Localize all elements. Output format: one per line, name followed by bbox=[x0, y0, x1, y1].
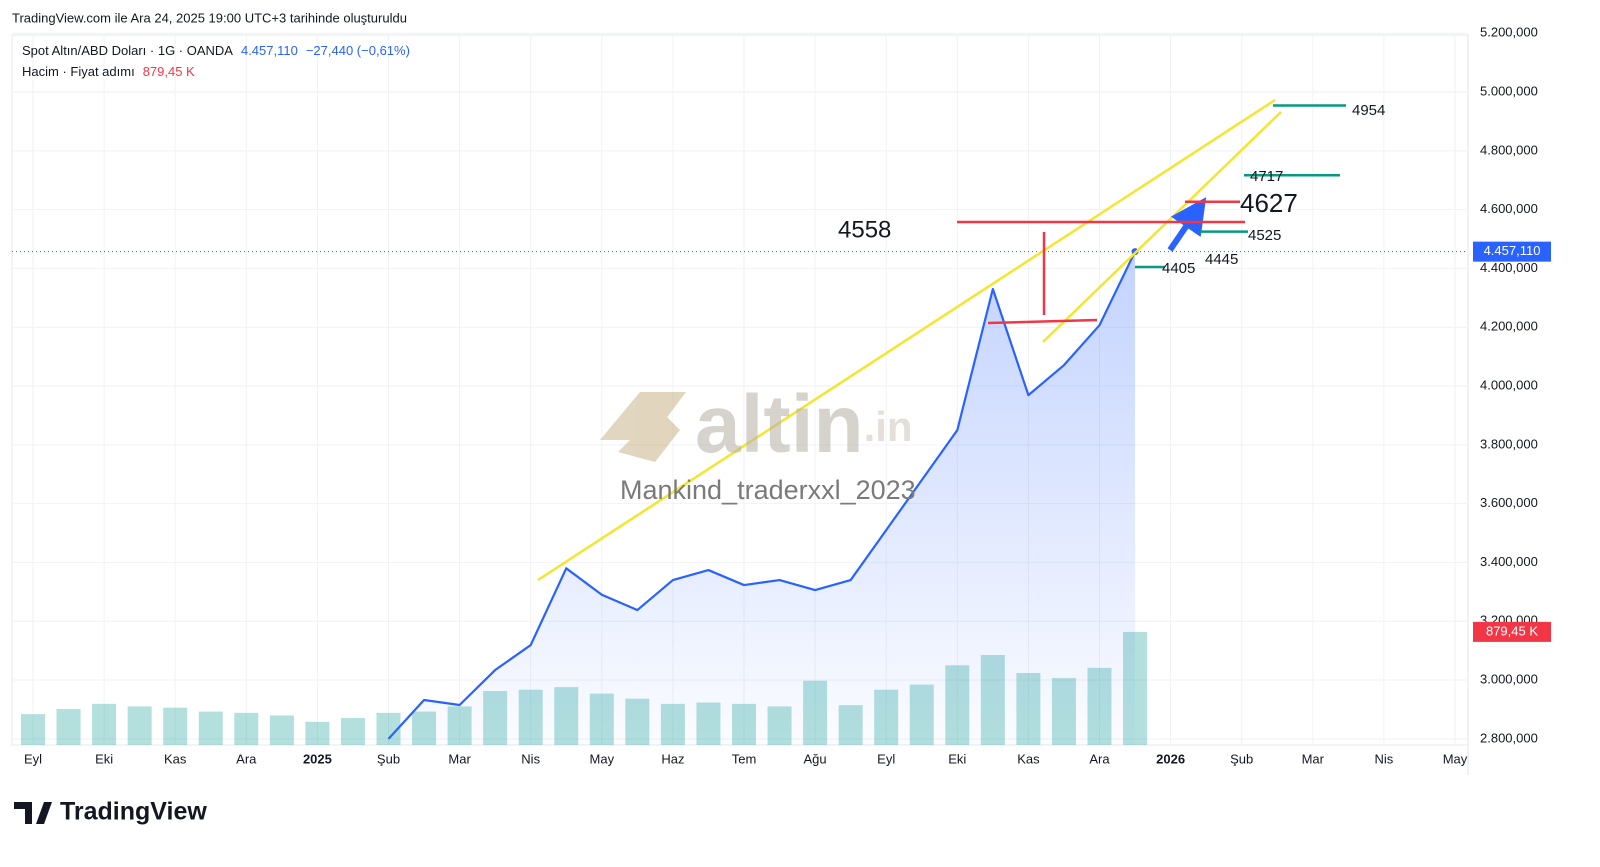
watermark-author: Mankind_traderxxl_2023 bbox=[620, 475, 916, 505]
level-label: 4627 bbox=[1240, 188, 1298, 218]
x-tick-label: May bbox=[1443, 751, 1468, 766]
level-label: 4405 bbox=[1162, 260, 1195, 277]
level-label: 4717 bbox=[1250, 168, 1283, 185]
volume-bar bbox=[92, 703, 117, 745]
watermark: altin.in bbox=[600, 379, 913, 470]
y-tick-label: 4.200,000 bbox=[1480, 319, 1538, 334]
y-tick-label: 5.000,000 bbox=[1480, 83, 1538, 98]
created-note: TradingView.com ile Ara 24, 2025 19:00 U… bbox=[12, 10, 407, 25]
y-tick-label: 3.000,000 bbox=[1480, 671, 1538, 686]
level-label: 4445 bbox=[1205, 251, 1238, 268]
y-tick-label: 4.800,000 bbox=[1480, 142, 1538, 157]
x-tick-label: Eyl bbox=[24, 751, 42, 766]
x-tick-label: May bbox=[590, 751, 615, 766]
last-price-tag-text: 4.457,110 bbox=[1484, 243, 1541, 258]
x-tick-label: 2026 bbox=[1156, 751, 1185, 766]
trend-line bbox=[1042, 111, 1282, 343]
x-tick-label: Kas bbox=[1017, 751, 1040, 766]
x-tick-label: Şub bbox=[1230, 751, 1253, 766]
trend-line bbox=[537, 98, 1276, 582]
volume-bar bbox=[56, 708, 81, 745]
watermark-brand: altin.in bbox=[695, 379, 913, 470]
legend-price: 4.457,110 bbox=[241, 43, 298, 58]
y-tick-label: 4.000,000 bbox=[1480, 377, 1538, 392]
x-tick-label: Eki bbox=[948, 751, 966, 766]
footer-icon bbox=[14, 802, 52, 824]
x-tick-label: Ara bbox=[236, 751, 257, 766]
watermark-brand-text: altin bbox=[695, 379, 864, 470]
x-tick-label: Mar bbox=[448, 751, 471, 766]
x-tick-label: Nis bbox=[521, 751, 540, 766]
x-tick-label: Eyl bbox=[877, 751, 895, 766]
watermark-logo bbox=[600, 392, 686, 462]
price-line bbox=[387, 251, 1137, 740]
volume-bar bbox=[163, 707, 188, 745]
y-tick-label: 2.800,000 bbox=[1480, 730, 1538, 745]
x-tick-label: Şub bbox=[377, 751, 400, 766]
arrow bbox=[1167, 197, 1207, 252]
legend-volume-title: Hacim · Fiyat adımı bbox=[22, 64, 135, 79]
volume-bar bbox=[305, 721, 330, 745]
legend-symbol: Spot Altın/ABD Doları · 1G · OANDA bbox=[22, 43, 233, 58]
y-tick-label: 3.400,000 bbox=[1480, 554, 1538, 569]
x-tick-label: Tem bbox=[732, 751, 757, 766]
legend-main: Spot Altın/ABD Doları · 1G · OANDA 4.457,… bbox=[22, 43, 410, 58]
volume-bar bbox=[198, 711, 223, 745]
x-tick-label: Haz bbox=[661, 751, 684, 766]
volume-tag bbox=[1473, 621, 1551, 642]
last-price-tag bbox=[1473, 241, 1551, 262]
plot-area: 2.800,0003.000,0003.200,0003.400,0003.60… bbox=[11, 25, 1551, 775]
watermark-suffix: .in bbox=[864, 403, 913, 450]
footer-logo: TradingView bbox=[60, 798, 207, 826]
x-tick-label: 2025 bbox=[303, 751, 332, 766]
y-tick-label: 5.200,000 bbox=[1480, 25, 1538, 40]
volume-bar bbox=[340, 717, 365, 745]
level-label: 4558 bbox=[838, 216, 891, 243]
volume-bar bbox=[269, 715, 294, 745]
x-tick-label: Ara bbox=[1089, 751, 1110, 766]
volume-tag-text: 879,45 K bbox=[1486, 623, 1538, 638]
level-label: 4525 bbox=[1248, 227, 1281, 244]
level-label: 4954 bbox=[1352, 102, 1385, 119]
y-tick-label: 3.600,000 bbox=[1480, 495, 1538, 510]
legend-volume-value: 879,45 K bbox=[143, 64, 195, 79]
price-area bbox=[388, 251, 1136, 745]
volume-bar bbox=[21, 714, 45, 745]
x-tick-label: Eki bbox=[95, 751, 113, 766]
volume-bar bbox=[127, 706, 152, 745]
legend-volume: Hacim · Fiyat adımı 879,45 K bbox=[22, 64, 195, 79]
range-line bbox=[987, 318, 1098, 325]
legend-change: −27,440 (−0,61%) bbox=[306, 43, 410, 58]
y-tick-label: 4.600,000 bbox=[1480, 201, 1538, 216]
x-tick-label: Mar bbox=[1302, 751, 1325, 766]
x-tick-label: Kas bbox=[164, 751, 187, 766]
x-tick-label: Nis bbox=[1375, 751, 1394, 766]
volume-bar bbox=[234, 712, 259, 745]
y-tick-label: 3.800,000 bbox=[1480, 436, 1538, 451]
x-tick-label: Ağu bbox=[804, 751, 827, 766]
y-tick-label: 4.400,000 bbox=[1480, 260, 1538, 275]
